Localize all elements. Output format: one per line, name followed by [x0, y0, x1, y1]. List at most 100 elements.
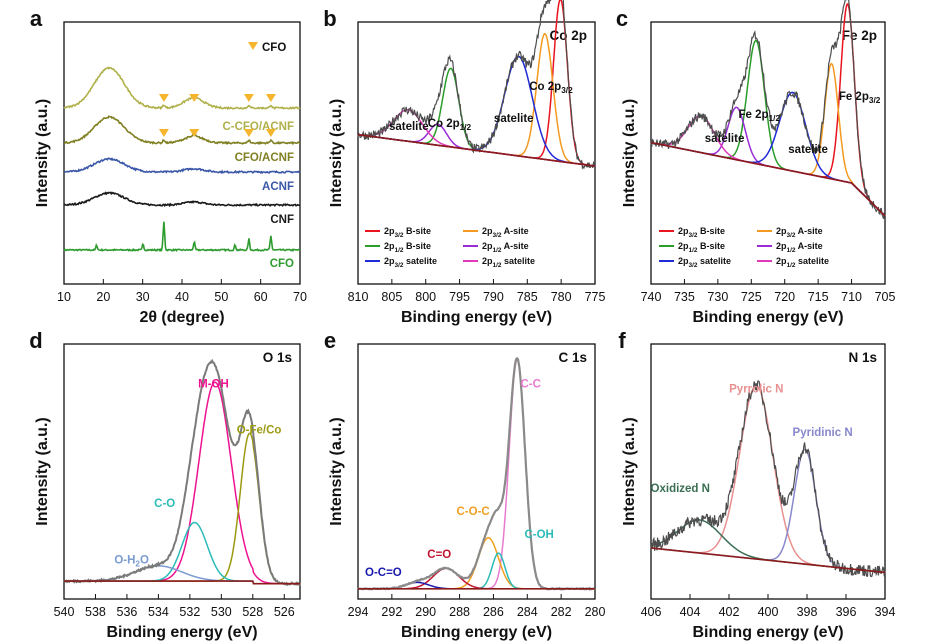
- measured-spectrum: [650, 380, 886, 578]
- plot-frame-e: [357, 343, 596, 600]
- background-line: [650, 141, 886, 217]
- x-tick-label: 775: [585, 290, 606, 304]
- panel-letter-e: e: [324, 328, 336, 353]
- x-tick-label: 705: [875, 290, 896, 304]
- plot-frame-c: [650, 21, 886, 285]
- annotation-label: Co 2p3/2: [529, 81, 573, 95]
- x-tick-label: 800: [415, 290, 436, 304]
- x-tick-label: 282: [551, 605, 572, 619]
- x-tick-label: 725: [741, 290, 762, 304]
- panel-letter-b: b: [323, 6, 336, 31]
- panel-letter-c: c: [616, 6, 628, 31]
- fit-component-0: [358, 358, 595, 590]
- series-label: CFO/ACNF: [235, 152, 294, 164]
- panel-title-b: Co 2p: [549, 28, 587, 43]
- x-tick-label: 288: [449, 605, 470, 619]
- panel-letter-f: f: [618, 328, 626, 353]
- annotation-label: satelite: [788, 144, 828, 156]
- annotation-label: satelite: [389, 121, 429, 133]
- panel-letter-d: d: [29, 328, 42, 353]
- x-tick-label: 400: [758, 605, 779, 619]
- x-tick-label: 406: [641, 605, 662, 619]
- legend-entry: 2p3/2 satelite: [384, 256, 437, 269]
- x-tick-label: 30: [136, 290, 150, 304]
- panel-e: 294 292 290 288 286 284 282 280 Binding energy (…: [324, 328, 606, 641]
- plot-frame-b: [357, 21, 596, 285]
- x-axis-title: Binding energy (eV): [401, 624, 552, 641]
- legend-entry: 2p3/2 B-site: [678, 226, 725, 239]
- legend-entry: 2p1/2 B-site: [678, 241, 725, 254]
- x-tick-label: 710: [841, 290, 862, 304]
- reflection-marker: [189, 129, 200, 137]
- reflection-marker: [189, 94, 200, 102]
- y-axis-title: Intensity (a.u.): [621, 99, 638, 207]
- annotation-label: Fe 2p1/2: [739, 109, 781, 123]
- x-tick-label: 528: [242, 605, 263, 619]
- xrd-line-acnf: [63, 157, 301, 175]
- background-line: [650, 547, 886, 574]
- panel-title-e: C 1s: [558, 350, 587, 365]
- series-label: ACNF: [262, 181, 294, 193]
- legend-label: CFO: [262, 42, 286, 54]
- x-tick-label: 795: [449, 290, 470, 304]
- x-tick-label: 540: [54, 605, 75, 619]
- x-tick-label: 402: [719, 605, 740, 619]
- legend-entry: 2p3/2 A-site: [776, 226, 823, 239]
- panel-title-f: N 1s: [848, 350, 877, 365]
- fit-component-1: [650, 448, 886, 574]
- x-tick-label: 720: [774, 290, 795, 304]
- legend-entry: 2p3/2 satelite: [678, 256, 731, 269]
- x-tick-label: 785: [517, 290, 538, 304]
- measured-spectrum: [357, 357, 596, 591]
- series-label: CFO: [270, 258, 294, 270]
- fit-component-0: [64, 381, 300, 585]
- fit-component-0: [650, 384, 886, 574]
- measured-spectrum: [357, 0, 596, 170]
- legend-entry: 2p1/2 B-site: [384, 241, 431, 254]
- plot-frame-d: [63, 343, 301, 600]
- x-tick-label: 396: [836, 605, 857, 619]
- panel-c: 740 735 730 725 720 715 710 705 Binding energy (…: [616, 0, 896, 326]
- xrd-line-c-cfo-acnf: [63, 66, 301, 111]
- x-tick-label: 810: [348, 290, 369, 304]
- x-tick-label: 284: [517, 605, 538, 619]
- x-tick-label: 70: [293, 290, 307, 304]
- x-axis-title: Binding energy (eV): [692, 624, 843, 641]
- x-tick-label: 10: [57, 290, 71, 304]
- measured-spectrum: [63, 358, 301, 587]
- panel-d: 540 538 536 534 532 530 528 526 Binding energy (…: [29, 328, 301, 641]
- x-axis-title: Binding energy (eV): [401, 309, 552, 326]
- legend-marker: [248, 42, 258, 50]
- x-tick-label: 536: [117, 605, 138, 619]
- component-label: M-OH: [198, 378, 229, 390]
- component-label: C-O-C: [457, 506, 490, 518]
- component-label: Oxidized N: [651, 483, 710, 495]
- component-label: Pyrrolic N: [729, 383, 783, 395]
- x-tick-label: 780: [551, 290, 572, 304]
- component-label: O-H2O: [114, 554, 149, 568]
- annotation-label: Co 2p1/2: [428, 118, 472, 132]
- background-line: [64, 580, 300, 585]
- component-label: C-OH: [524, 529, 553, 541]
- y-axis-title: Intensity (a.u.): [328, 99, 345, 207]
- reflection-marker: [265, 94, 276, 102]
- background-line: [357, 133, 596, 167]
- legend-entry: 2p1/2 satelite: [776, 256, 829, 269]
- reflection-marker: [158, 129, 169, 137]
- x-axis-title: Binding energy (eV): [106, 624, 257, 641]
- fit-component-2: [64, 521, 300, 585]
- y-axis-title: Intensity (a.u.): [34, 99, 51, 207]
- panel-letter-a: a: [30, 6, 43, 31]
- x-tick-label: 532: [179, 605, 200, 619]
- x-tick-label: 805: [381, 290, 402, 304]
- component-label: O-Fe/Co: [237, 424, 282, 436]
- x-tick-label: 60: [254, 290, 268, 304]
- x-tick-label: 280: [585, 605, 606, 619]
- x-tick-label: 290: [415, 605, 436, 619]
- panel-b: 810 805 800 795 790 785 780 775 Binding energy (…: [323, 0, 605, 326]
- legend-entry: 2p1/2 A-site: [776, 241, 823, 254]
- x-tick-label: 394: [875, 605, 896, 619]
- x-tick-label: 715: [808, 290, 829, 304]
- x-tick-label: 534: [148, 605, 169, 619]
- x-tick-label: 790: [483, 290, 504, 304]
